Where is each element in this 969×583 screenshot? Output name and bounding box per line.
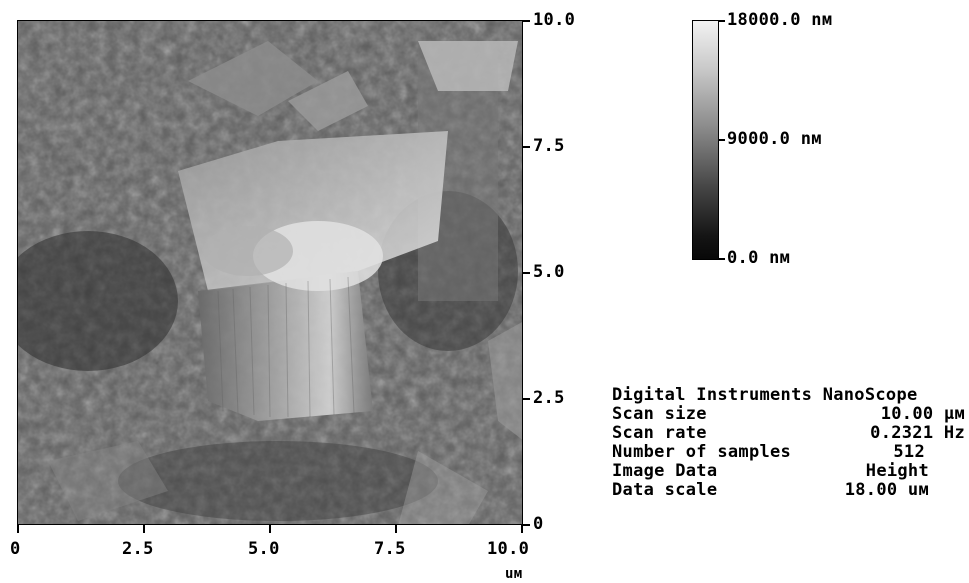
colorbar-tick: [719, 139, 725, 141]
colorbar-min-label: 0.0 nм: [727, 248, 791, 268]
bottom-axis-unit: uм: [505, 566, 523, 582]
bottom-tick-label: 10.0: [487, 539, 530, 559]
bottom-tick-label: 0: [10, 539, 21, 559]
info-header: Digital Instruments NanoScope: [612, 386, 967, 405]
right-tick-label: 10.0: [533, 10, 576, 30]
bottom-tick-label: 2.5: [122, 539, 154, 559]
bottom-tick: [269, 524, 271, 533]
info-value: 0.2321 Hz: [870, 423, 965, 443]
info-value: Height: [865, 461, 929, 481]
info-value: 512: [893, 442, 925, 462]
info-value: 10.00 µм: [880, 404, 965, 424]
info-row-data-scale: Data scale 18.00 uм: [612, 481, 967, 500]
right-tick: [522, 524, 530, 526]
bottom-tick-label: 5.0: [248, 539, 280, 559]
bottom-tick: [143, 524, 145, 533]
right-tick: [522, 272, 530, 274]
info-row-scan-size: Scan size 10.00 µм: [612, 405, 967, 424]
info-row-scan-rate: Scan rate 0.2321 Hz: [612, 424, 967, 443]
info-key: Scan size: [612, 404, 707, 424]
right-tick: [522, 398, 530, 400]
scan-info-panel: Digital Instruments NanoScope Scan size …: [612, 386, 967, 500]
colorbar-tick: [719, 258, 725, 260]
bottom-tick: [395, 524, 397, 533]
right-tick: [522, 146, 530, 148]
right-tick-label: 0: [533, 514, 544, 534]
colorbar-tick: [719, 20, 725, 22]
info-header-text: Digital Instruments NanoScope: [612, 385, 918, 405]
height-colorbar: [692, 20, 719, 260]
info-value: 18.00 uм: [844, 480, 929, 500]
right-tick-label: 2.5: [533, 388, 565, 408]
right-tick: [522, 20, 530, 22]
info-key: Data scale: [612, 480, 718, 500]
right-tick-label: 7.5: [533, 136, 565, 156]
bottom-tick: [17, 524, 19, 533]
colorbar-max-label: 18000.0 nм: [727, 10, 833, 30]
info-key: Number of samples: [612, 442, 792, 462]
bottom-tick: [521, 524, 523, 533]
afm-height-map-image: [17, 20, 523, 525]
colorbar-mid-label: 9000.0 nм: [727, 129, 822, 149]
bottom-tick-label: 7.5: [374, 539, 406, 559]
info-key: Image Data: [612, 461, 718, 481]
info-row-image-data: Image Data Height: [612, 462, 967, 481]
right-tick-label: 5.0: [533, 262, 565, 282]
scan-texture: [18, 21, 522, 524]
info-key: Scan rate: [612, 423, 707, 443]
info-row-samples: Number of samples 512: [612, 443, 967, 462]
